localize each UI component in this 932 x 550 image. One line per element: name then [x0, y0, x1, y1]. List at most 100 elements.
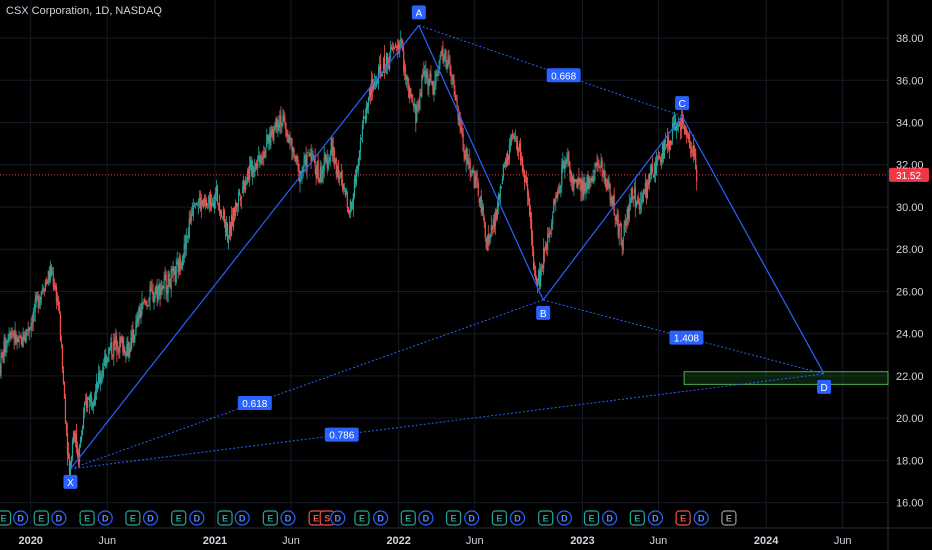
- candle-body: [369, 87, 372, 97]
- candle-body: [46, 281, 48, 285]
- dividend-marker[interactable]: [647, 510, 664, 526]
- candle-body: [506, 152, 509, 166]
- dividend-marker[interactable]: [509, 510, 526, 526]
- earnings-marker[interactable]: [445, 510, 462, 526]
- candle-body: [128, 346, 130, 359]
- candle-body: [517, 150, 520, 152]
- candle-body: [129, 348, 131, 353]
- candle-body: [307, 152, 309, 153]
- dividend-marker[interactable]: [372, 510, 389, 526]
- candle-body: [399, 43, 401, 53]
- candle-body: [373, 81, 376, 86]
- earnings-marker[interactable]: [79, 510, 95, 526]
- earnings-marker[interactable]: [491, 510, 507, 526]
- candle-body: [348, 211, 350, 215]
- candle-body: [504, 160, 507, 167]
- pattern-point-badge[interactable]: [675, 96, 690, 111]
- pattern-point-badge[interactable]: [536, 305, 551, 320]
- candle-body: [472, 170, 474, 174]
- earnings-marker[interactable]: [583, 510, 600, 526]
- earnings-marker[interactable]: [125, 510, 141, 526]
- earnings-marker[interactable]: [400, 510, 416, 526]
- earnings-marker[interactable]: [217, 510, 233, 526]
- candle-body: [250, 160, 252, 167]
- dividend-marker[interactable]: [13, 510, 29, 526]
- candle-body: [173, 267, 175, 272]
- earnings-marker[interactable]: [675, 510, 691, 526]
- candle-body: [459, 112, 461, 128]
- current-price-badge[interactable]: [889, 167, 929, 182]
- candle-body: [7, 341, 9, 343]
- dividend-marker[interactable]: [330, 510, 346, 526]
- candle-body: [576, 179, 578, 188]
- candle-body: [494, 211, 496, 227]
- earnings-marker[interactable]: [33, 510, 49, 526]
- dividend-marker[interactable]: [693, 510, 709, 526]
- candle-body: [76, 446, 79, 456]
- dividend-marker[interactable]: [464, 510, 480, 526]
- dividend-marker[interactable]: [280, 510, 296, 526]
- dividend-marker[interactable]: [51, 510, 67, 526]
- candle-body: [276, 116, 278, 128]
- candle-body: [170, 269, 172, 291]
- earnings-marker[interactable]: [629, 510, 645, 526]
- price-axis[interactable]: 16.00 18.00 20.00 22.00 24.00 26.00 28.00 30.00…: [896, 33, 924, 510]
- candle-body: [23, 334, 25, 341]
- candle-body: [107, 359, 109, 360]
- event-marker-label: D: [423, 514, 430, 524]
- candle-body: [337, 162, 339, 180]
- time-axis[interactable]: 2020 Jun 2021 Jun 2022 Jun 2023 Jun 2024 Jun: [18, 535, 851, 547]
- ratio-badge[interactable]: [237, 395, 272, 410]
- candle-body: [468, 160, 470, 163]
- dividend-marker[interactable]: [602, 510, 618, 526]
- earnings-marker[interactable]: [262, 510, 278, 526]
- candle-body: [184, 245, 186, 247]
- ratio-badge[interactable]: [324, 427, 359, 442]
- dividend-marker[interactable]: [556, 510, 572, 526]
- dividend-marker[interactable]: [97, 510, 113, 526]
- dividend-marker[interactable]: [234, 510, 250, 526]
- event-marker-label: E: [1, 514, 7, 524]
- candle-body: [433, 85, 435, 95]
- pattern-point-badge[interactable]: [411, 5, 426, 20]
- earnings-marker[interactable]: [171, 510, 187, 526]
- candle-body: [362, 115, 365, 124]
- candle-body: [584, 183, 586, 192]
- candle-body: [442, 49, 444, 62]
- ratio-badge[interactable]: [669, 330, 704, 345]
- harmonic-pattern[interactable]: 0.668 0.618 1.408 0.786 X A B C D: [63, 5, 832, 489]
- candle-body: [339, 174, 341, 176]
- earnings-marker[interactable]: [721, 510, 737, 526]
- earnings-marker[interactable]: [538, 510, 554, 526]
- candle-body: [265, 149, 267, 158]
- candle-body: [169, 285, 171, 289]
- candle-body: [261, 156, 263, 160]
- pattern-point-badge[interactable]: [817, 379, 832, 394]
- candle-body: [225, 221, 228, 236]
- candle-body: [242, 187, 244, 194]
- candle-body: [630, 188, 632, 203]
- dividend-marker[interactable]: [189, 510, 205, 526]
- y-tick-label: 24.00: [896, 329, 924, 341]
- ratio-badge[interactable]: [546, 68, 581, 83]
- candle-body: [207, 200, 210, 202]
- candle-body: [541, 267, 543, 269]
- dividend-marker[interactable]: [418, 510, 434, 526]
- pattern-point-badge[interactable]: [63, 474, 78, 489]
- earnings-marker[interactable]: [0, 510, 12, 526]
- dividend-marker[interactable]: [142, 510, 159, 526]
- candle-body: [137, 315, 139, 324]
- candle-body: [180, 266, 182, 269]
- candle-body: [133, 336, 135, 343]
- candle-body: [118, 348, 120, 351]
- candle-body: [149, 286, 151, 300]
- candle-body: [39, 296, 41, 303]
- candle-body: [50, 265, 52, 275]
- candle-body: [305, 156, 307, 170]
- candle-body: [103, 367, 105, 370]
- earnings-marker[interactable]: [354, 510, 370, 526]
- event-marker-label: D: [698, 514, 705, 524]
- candle-body: [34, 299, 36, 312]
